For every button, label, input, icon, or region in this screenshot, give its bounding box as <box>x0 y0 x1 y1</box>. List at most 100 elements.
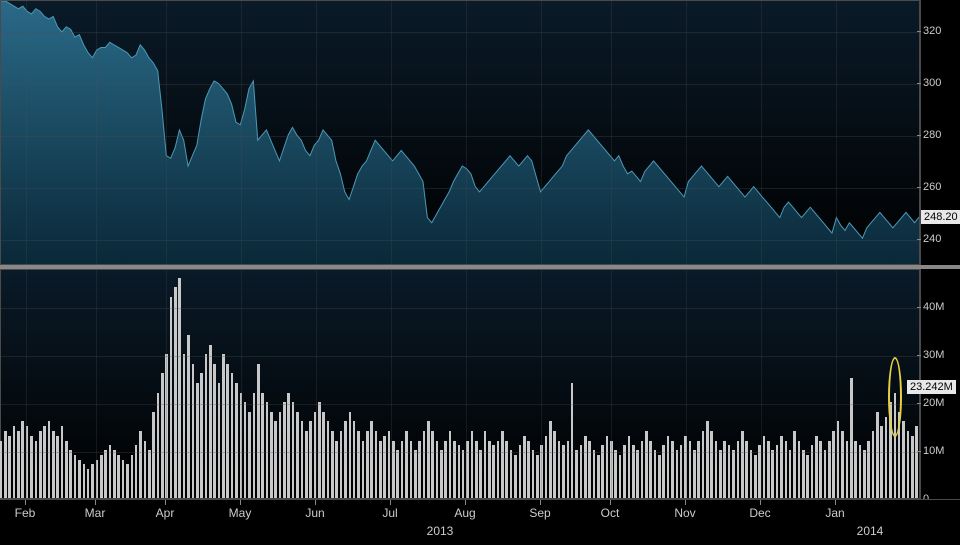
volume-bar <box>30 436 33 498</box>
price-chart-panel <box>0 0 920 265</box>
volume-bar <box>732 450 735 498</box>
volume-bar <box>880 426 883 498</box>
volume-bar <box>414 450 417 498</box>
volume-bar <box>318 402 321 498</box>
volume-bar <box>74 455 77 498</box>
volume-bar <box>331 431 334 498</box>
volume-bar <box>178 278 181 498</box>
volume-bar <box>152 412 155 498</box>
volume-bar <box>785 441 788 499</box>
volume-bar <box>292 402 295 498</box>
volume-bar <box>335 441 338 499</box>
volume-bar <box>676 450 679 498</box>
x-month-label: Jul <box>382 506 397 520</box>
volume-bar <box>828 441 831 499</box>
volume-bar <box>606 436 609 498</box>
volume-bar <box>100 455 103 498</box>
volume-bar <box>109 445 112 498</box>
volume-bar <box>104 450 107 498</box>
volume-bar <box>183 354 186 498</box>
volume-bar <box>418 441 421 499</box>
volume-bar <box>614 450 617 498</box>
volume-bar <box>523 436 526 498</box>
volume-bar <box>87 469 90 498</box>
volume-bar <box>0 441 2 499</box>
volume-bar <box>69 450 72 498</box>
volume-bar <box>505 441 508 499</box>
x-month-label: Aug <box>454 506 475 520</box>
volume-bar <box>261 393 264 498</box>
volume-bar <box>375 431 378 498</box>
volume-bar <box>13 426 16 498</box>
volume-bar <box>349 412 352 498</box>
volume-bar <box>244 402 247 498</box>
volume-bar <box>789 450 792 498</box>
volume-bar <box>593 450 596 498</box>
volume-bar <box>771 450 774 498</box>
volume-bar <box>396 450 399 498</box>
volume-bar <box>270 412 273 498</box>
volume-bar <box>78 460 81 498</box>
volume-bar <box>266 402 269 498</box>
volume-bar <box>283 402 286 498</box>
volume-bar <box>641 441 644 499</box>
volume-bar <box>401 441 404 499</box>
volume-bar <box>519 445 522 498</box>
volume-bar <box>798 441 801 499</box>
x-month-label: Oct <box>601 506 620 520</box>
volume-bar <box>854 441 857 499</box>
volume-bar <box>580 445 583 498</box>
volume-bar <box>462 450 465 498</box>
volume-bar <box>793 431 796 498</box>
x-month-label: May <box>229 506 252 520</box>
price-ytick: 280 <box>923 129 941 141</box>
volume-bar <box>296 412 299 498</box>
volume-bar <box>405 431 408 498</box>
volume-bar <box>885 417 888 498</box>
volume-bar <box>824 450 827 498</box>
volume-bar <box>148 450 151 498</box>
x-month-label: Dec <box>749 506 770 520</box>
x-axis: FebMarAprMayJunJulAugSepOctNovDecJan2013… <box>0 499 960 545</box>
volume-bar <box>196 383 199 498</box>
volume-bar <box>832 431 835 498</box>
volume-bar <box>819 441 822 499</box>
volume-bar <box>558 441 561 499</box>
volume-bar <box>218 383 221 498</box>
volume-bar <box>837 421 840 498</box>
x-month-label: Apr <box>156 506 175 520</box>
volume-bar <box>850 378 853 498</box>
volume-bar <box>274 421 277 498</box>
volume-bar <box>117 455 120 498</box>
volume-bar <box>902 421 905 498</box>
volume-bar <box>52 431 55 498</box>
volume-bar <box>545 436 548 498</box>
price-ytick: 320 <box>923 25 941 37</box>
volume-bar <box>867 441 870 499</box>
volume-bar <box>187 335 190 498</box>
volume-bar <box>309 421 312 498</box>
volume-bar <box>65 441 68 499</box>
volume-bar <box>131 455 134 498</box>
volume-bar <box>562 445 565 498</box>
volume-bar <box>126 464 129 498</box>
volume-ytick: 40M <box>923 301 944 313</box>
volume-bar <box>719 450 722 498</box>
volume-bar <box>83 464 86 498</box>
volume-bar <box>35 441 38 499</box>
volume-bar <box>680 445 683 498</box>
volume-bar <box>4 431 7 498</box>
volume-bar <box>536 455 539 498</box>
volume-bar <box>205 354 208 498</box>
volume-bar <box>597 455 600 498</box>
volume-bars <box>1 270 919 498</box>
volume-bar <box>846 441 849 499</box>
volume-bar <box>479 450 482 498</box>
volume-bar <box>527 441 530 499</box>
volume-bar <box>436 441 439 499</box>
volume-bar <box>514 455 517 498</box>
volume-bar <box>61 426 64 498</box>
volume-bar <box>17 431 20 498</box>
x-month-label: Feb <box>15 506 36 520</box>
volume-bar <box>667 436 670 498</box>
